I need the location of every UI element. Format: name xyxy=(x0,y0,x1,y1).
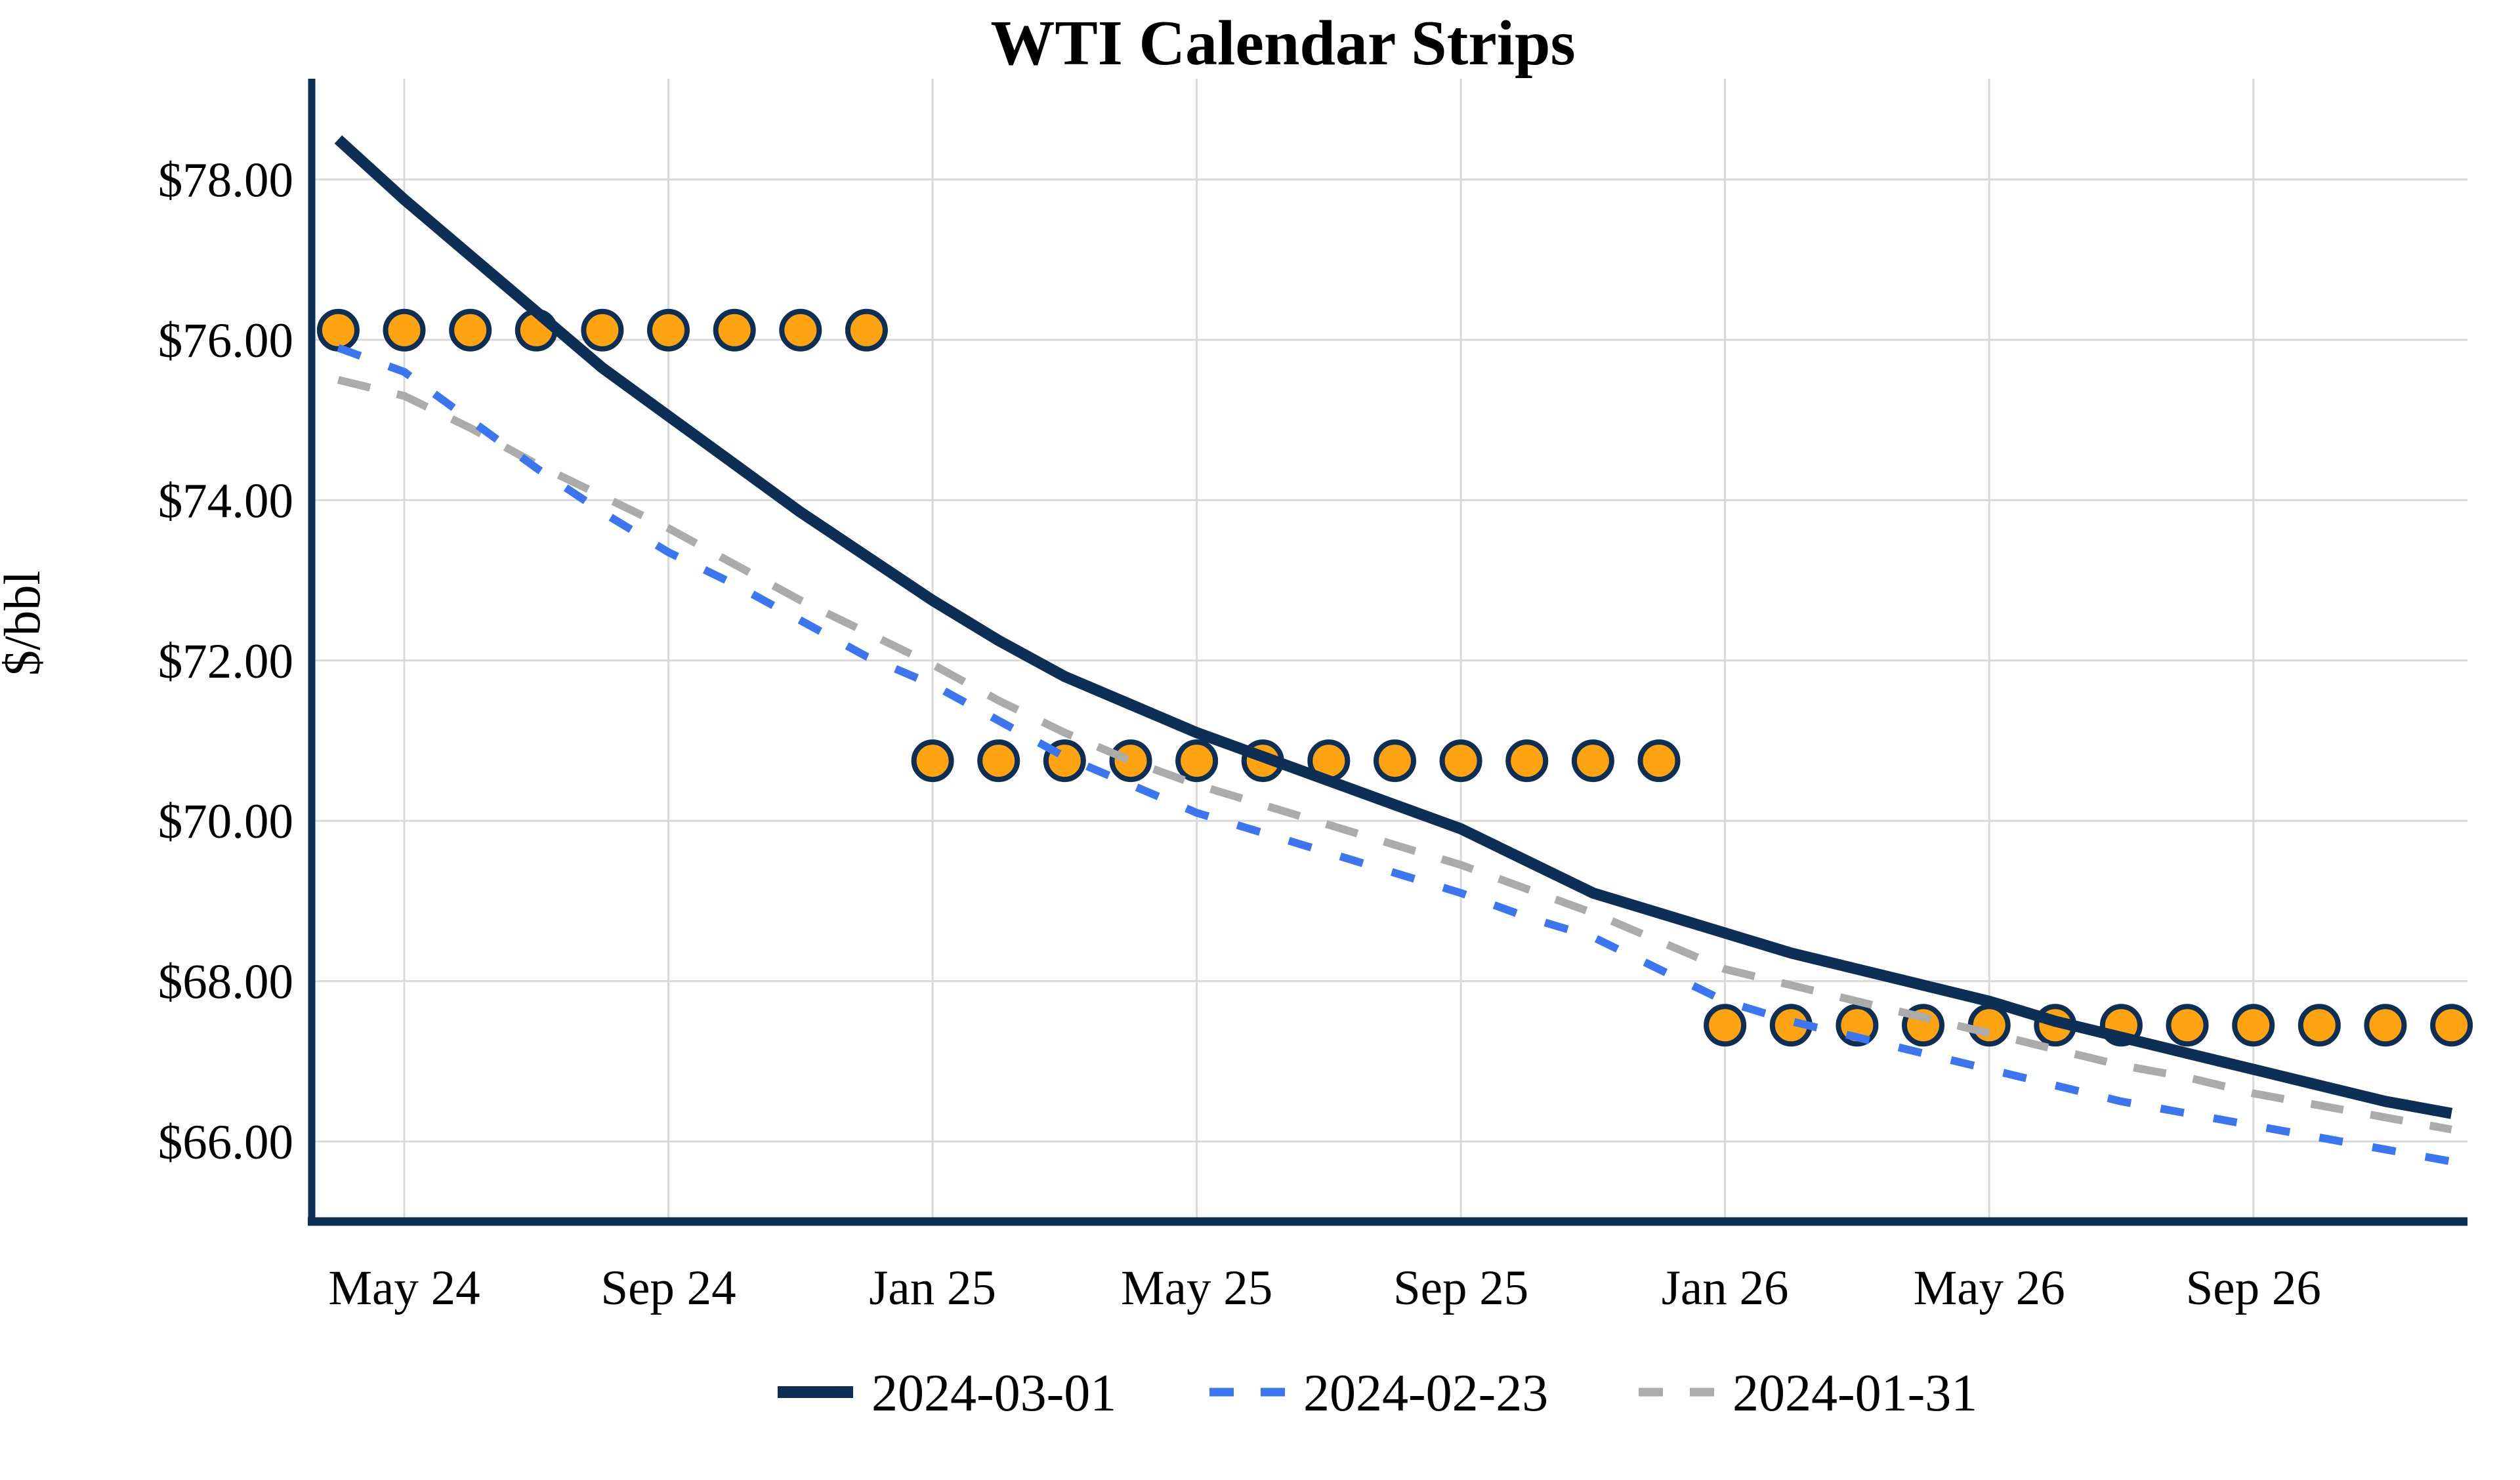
curve-2024-01-31 xyxy=(337,376,2452,1134)
x-tick-label: Jan 25 xyxy=(869,1261,996,1315)
strip-marker xyxy=(647,308,690,352)
strip-marker xyxy=(581,308,624,352)
y-tick-label: $66.00 xyxy=(158,1115,293,1170)
strip-marker xyxy=(383,308,426,352)
legend-item: 2024-01-31 xyxy=(1639,1365,1977,1422)
strip-marker xyxy=(1571,739,1614,783)
strip-marker xyxy=(1505,739,1549,783)
strip-marker xyxy=(449,308,492,352)
legend-label: 2024-02-23 xyxy=(1303,1365,1548,1422)
strip-marker xyxy=(2232,1004,2275,1047)
legend: 2024-03-01 2024-02-23 2024-01-31 xyxy=(778,1365,1977,1422)
strip-marker xyxy=(1439,739,1482,783)
y-tick-label: $68.00 xyxy=(158,955,293,1010)
strip-marker xyxy=(1637,739,1681,783)
x-tick-label: Sep 25 xyxy=(1393,1261,1528,1315)
strip-marker xyxy=(911,739,954,783)
axis-spines xyxy=(308,79,2468,1226)
strip-marker xyxy=(1109,739,1152,783)
x-tick-label: May 24 xyxy=(328,1261,480,1315)
legend-label: 2024-01-31 xyxy=(1732,1365,1977,1422)
x-tick-label: Jan 26 xyxy=(1662,1261,1789,1315)
forward-curve-lines xyxy=(334,135,2453,1166)
strip-marker xyxy=(1967,1004,2011,1047)
y-tick-label: $74.00 xyxy=(158,474,293,528)
y-tick-labels: $78.00 $76.00 $74.00 $72.00 $70.00 $68.00 $66.… xyxy=(158,154,293,1170)
strip-marker xyxy=(1704,1004,1747,1047)
strip-marker xyxy=(977,739,1020,783)
legend-item: 2024-02-23 xyxy=(1209,1365,1548,1422)
strip-marker xyxy=(2364,1004,2407,1047)
strip-marker xyxy=(779,308,822,352)
calendar-strip-markers xyxy=(316,308,2473,1047)
strip-marker xyxy=(845,308,888,352)
y-axis-title: $/bbl xyxy=(0,571,51,676)
chart-title: WTI Calendar Strips xyxy=(990,8,1575,79)
strip-marker xyxy=(1374,739,1416,783)
curve-2024-03-01 xyxy=(334,135,2453,1119)
strip-marker xyxy=(713,308,756,352)
strip-marker xyxy=(2298,1004,2341,1047)
curve-2024-02-23 xyxy=(337,344,2452,1166)
strip-marker xyxy=(1175,739,1219,783)
legend-label: 2024-03-01 xyxy=(872,1365,1116,1422)
y-tick-label: $72.00 xyxy=(158,634,293,689)
strip-marker xyxy=(2166,1004,2209,1047)
gridlines xyxy=(315,79,2468,1218)
x-tick-label: Sep 26 xyxy=(2186,1261,2321,1315)
x-tick-label: May 26 xyxy=(1914,1261,2065,1315)
legend-item: 2024-03-01 xyxy=(778,1365,1116,1422)
x-tick-labels: May 24 Sep 24 Jan 25 May 25 Sep 25 Jan 26 May … xyxy=(328,1261,2320,1315)
y-tick-label: $78.00 xyxy=(158,154,293,208)
y-tick-label: $76.00 xyxy=(158,314,293,368)
x-tick-label: Sep 24 xyxy=(600,1261,736,1315)
strip-marker xyxy=(316,308,360,352)
y-tick-label: $70.00 xyxy=(158,794,293,849)
strip-marker xyxy=(2430,1004,2473,1047)
x-tick-label: May 25 xyxy=(1121,1261,1272,1315)
